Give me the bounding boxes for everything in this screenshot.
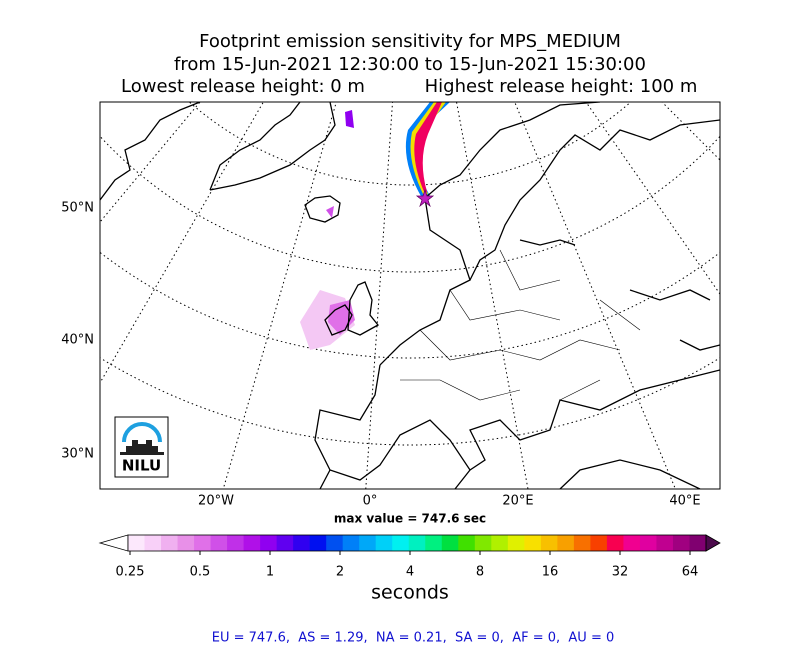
colorbar-tick-label: 0.25 — [116, 565, 145, 580]
colorbar-segment — [210, 535, 228, 551]
lat-label: 30°N — [61, 447, 94, 462]
colorbar-segment — [623, 535, 641, 551]
colorbar-tick-label: 32 — [612, 565, 629, 580]
footer: EU = 747.6, AS = 1.29, NA = 0.21, SA = 0… — [212, 631, 615, 646]
colorbar-segment — [243, 535, 261, 551]
colorbar-segment — [392, 535, 410, 551]
colorbar-extend — [98, 534, 129, 552]
colorbar-extend — [705, 534, 721, 552]
colorbar-segment — [194, 535, 212, 551]
colorbar-segment — [458, 535, 476, 551]
colorbar-segment — [177, 535, 195, 551]
lon-label: 40°E — [669, 494, 700, 509]
lat-label: 40°N — [61, 333, 94, 348]
colorbar-segment — [425, 535, 443, 551]
colorbar-segment — [573, 535, 591, 551]
colorbar-segment — [260, 535, 278, 551]
colorbar-unit: seconds — [371, 582, 449, 604]
lat-label: 50°N — [61, 201, 94, 216]
title: from 15-Jun-2021 12:30:00 to 15-Jun-2021… — [174, 54, 646, 75]
colorbar-segment — [375, 535, 393, 551]
title: Highest release height: 100 m — [425, 76, 698, 97]
colorbar-frame — [127, 534, 707, 552]
colorbar-tick-label: 1 — [266, 565, 274, 580]
colorbar-segment — [540, 535, 558, 551]
colorbar-tick-label: 64 — [682, 565, 699, 580]
colorbar-tick-label: 16 — [542, 565, 559, 580]
colorbar-segment — [293, 535, 311, 551]
colorbar-segment — [606, 535, 624, 551]
logo-text: NILU — [122, 457, 161, 475]
colorbar-segment — [359, 535, 377, 551]
lon-label: 20°E — [502, 494, 533, 509]
colorbar-segment — [507, 535, 525, 551]
colorbar-segment — [227, 535, 245, 551]
colorbar-segment — [656, 535, 674, 551]
colorbar-segment — [524, 535, 542, 551]
colorbar-tick-label: 0.5 — [190, 565, 211, 580]
coastlines — [100, 102, 720, 489]
colorbar-segment — [276, 535, 294, 551]
colorbar-segment — [408, 535, 426, 551]
lon-label: 20°W — [198, 494, 234, 509]
borders — [400, 249, 641, 401]
max-value: max value = 747.6 sec — [334, 512, 486, 526]
colorbar-segment — [161, 535, 179, 551]
map — [100, 102, 720, 489]
colorbar: 0.25 0.5 1 2 4 8 16 32 64 — [98, 534, 721, 580]
footprint — [300, 102, 450, 350]
colorbar-tick-label: 4 — [406, 565, 414, 580]
colorbar-segment — [309, 535, 327, 551]
colorbar-segment — [342, 535, 360, 551]
colorbar-segment — [128, 535, 146, 551]
colorbar-tick-label: 2 — [336, 565, 344, 580]
colorbar-segment — [590, 535, 608, 551]
colorbar-segment — [689, 535, 707, 551]
colorbar-segment — [474, 535, 492, 551]
colorbar-segment — [326, 535, 344, 551]
graticule — [100, 102, 720, 489]
title: Lowest release height: 0 m — [121, 76, 365, 97]
release-site — [415, 188, 435, 208]
map-frame — [99, 101, 721, 490]
logo: NILU — [114, 416, 169, 478]
colorbar-segment — [557, 535, 575, 551]
colorbar-segment — [441, 535, 459, 551]
lon-label: 0° — [363, 494, 378, 509]
title: Footprint emission sensitivity for MPS_M… — [199, 31, 621, 52]
colorbar-segment — [144, 535, 162, 551]
colorbar-tick-label: 8 — [476, 565, 484, 580]
colorbar-segment — [672, 535, 690, 551]
colorbar-segment — [491, 535, 509, 551]
colorbar-segment — [639, 535, 657, 551]
